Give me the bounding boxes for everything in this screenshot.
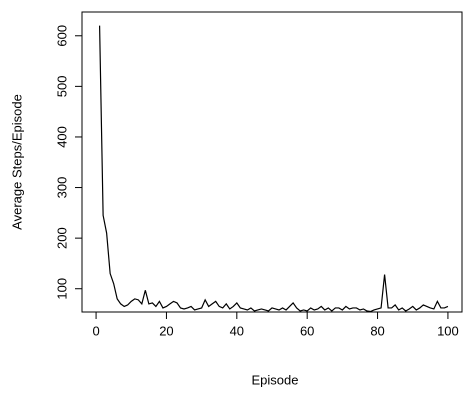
y-tick-label: 300 (54, 177, 69, 199)
y-tick-label: 600 (54, 25, 69, 47)
x-tick-label: 80 (370, 323, 384, 338)
data-line (98, 25, 449, 313)
x-tick-label: 0 (92, 323, 99, 338)
y-tick-label: 200 (54, 227, 69, 249)
y-tick-label: 500 (54, 76, 69, 98)
x-tick-label: 100 (437, 323, 459, 338)
x-tick-label: 20 (159, 323, 173, 338)
x-tick-label: 40 (230, 323, 244, 338)
y-tick-label: 400 (54, 126, 69, 148)
y-tick-label: 100 (54, 278, 69, 300)
plot-frame (81, 11, 463, 313)
x-axis-label: Episode (252, 372, 299, 387)
y-axis-label: Average Steps/Episode (9, 94, 24, 230)
x-tick-label: 60 (300, 323, 314, 338)
